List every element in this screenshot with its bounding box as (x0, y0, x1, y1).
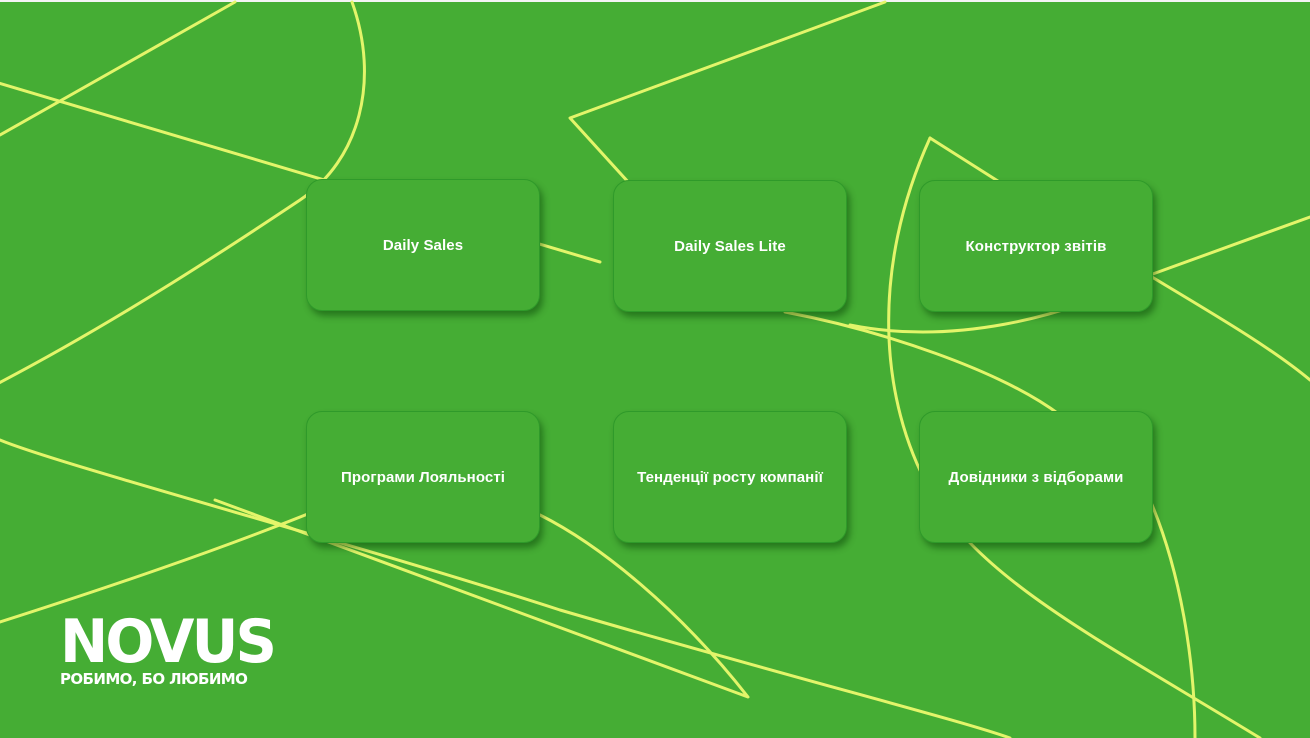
tile-label: Програми Лояльності (340, 468, 506, 486)
tile-label: Daily Sales Lite (674, 237, 786, 255)
tile-label: Конструктор звітів (965, 237, 1107, 255)
tile-report-builder[interactable]: Конструктор звітів (919, 180, 1153, 312)
tile-daily-sales[interactable]: Daily Sales (306, 179, 540, 311)
logo-tagline: РОБИМО, БО ЛЮБИМО (60, 670, 248, 688)
tile-loyalty-programs[interactable]: Програми Лояльності (306, 411, 540, 543)
tile-daily-sales-lite[interactable]: Daily Sales Lite (613, 180, 847, 312)
tile-label: Тенденції росту компанії (637, 468, 823, 486)
logo-wordmark: NOVUS (60, 607, 277, 677)
tile-reference-filters[interactable]: Довідники з відборами (919, 411, 1153, 543)
top-border (0, 0, 1310, 2)
tile-company-growth-trends[interactable]: Тенденції росту компанії (613, 411, 847, 543)
tile-label: Довідники з відборами (948, 468, 1124, 486)
tile-label: Daily Sales (382, 236, 464, 254)
novus-logo: NOVUS РОБИМО, БО ЛЮБИМО (60, 612, 280, 688)
